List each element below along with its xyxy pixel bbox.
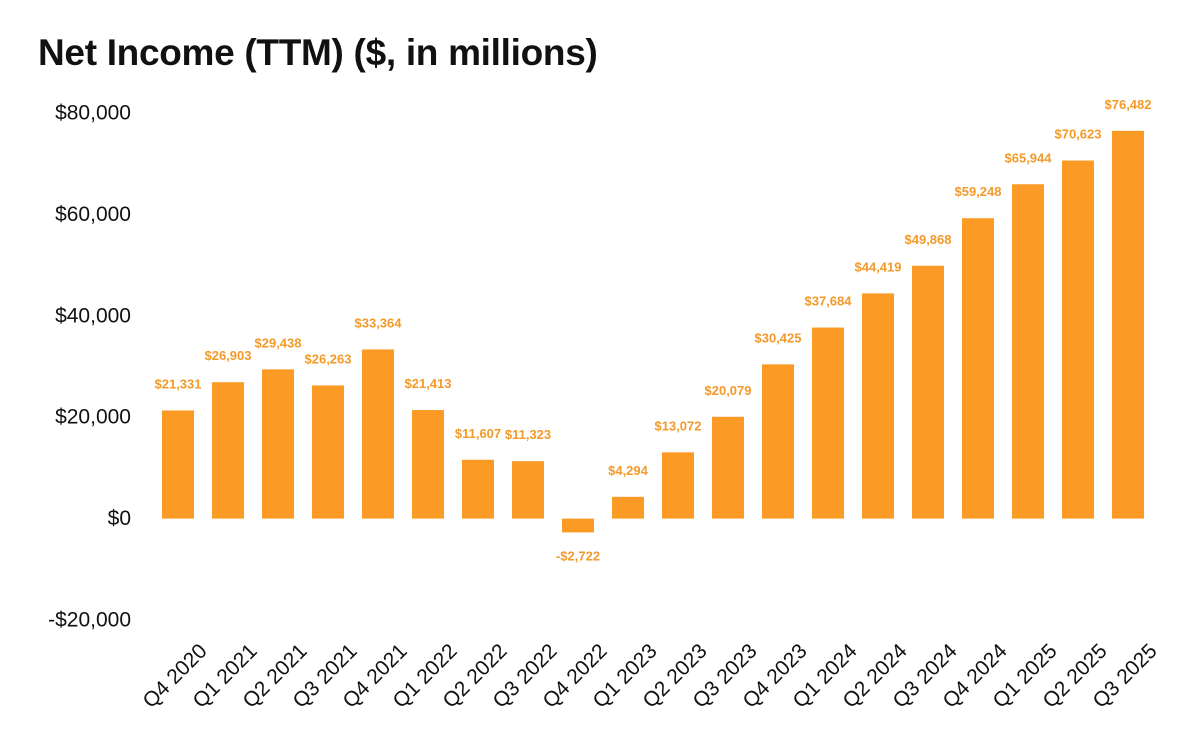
- bar-value-label: $11,323: [505, 427, 551, 442]
- bar: [662, 452, 694, 519]
- data-labels: $21,331$26,903$29,438$26,263 $33,364 $21,4…: [155, 97, 1152, 564]
- bar: [912, 265, 944, 519]
- bar: [512, 461, 544, 519]
- bar-value-label: $59,248: [955, 184, 1002, 199]
- bar: [262, 369, 294, 519]
- bar-value-label: $70,623: [1055, 127, 1102, 142]
- bar: [412, 410, 444, 519]
- bar-value-label: $21,413: [405, 376, 452, 391]
- bar-value-label: $21,331: [155, 376, 202, 391]
- y-tick-label: $80,000: [55, 102, 131, 125]
- y-tick-label: $20,000: [55, 406, 131, 429]
- bar-value-label: -$2,722: [556, 548, 600, 563]
- y-tick-label: $40,000: [55, 304, 131, 327]
- bar-value-label: $11,607: [455, 426, 501, 441]
- bar-value-label: $20,079: [705, 383, 752, 398]
- bar-value-label: $30,425: [755, 330, 802, 345]
- y-tick-label: $0: [108, 507, 131, 530]
- bar: [362, 349, 394, 519]
- bar: [212, 382, 244, 519]
- bar-value-label: $44,419: [855, 259, 902, 274]
- bar: [162, 410, 194, 519]
- y-tick-label: -$20,000: [48, 609, 131, 632]
- y-tick-label: $60,000: [55, 203, 131, 226]
- bar-value-label: $65,944: [1005, 150, 1053, 165]
- y-axis: $80,000 $60,000 $40,000 $20,000 $0 -$20,000: [48, 102, 131, 632]
- bar-value-label: $49,868: [905, 232, 952, 247]
- bar: [762, 364, 794, 519]
- bar: [312, 385, 344, 519]
- bar-value-label: $76,482: [1105, 97, 1152, 112]
- bar-value-label: $29,438: [255, 335, 302, 350]
- bar: [462, 459, 494, 519]
- bar: [1112, 130, 1144, 519]
- bar-value-label: $37,684: [805, 294, 853, 309]
- bar: [1012, 184, 1044, 519]
- bar: [562, 518, 594, 533]
- bars: [162, 130, 1144, 533]
- bar: [862, 293, 894, 519]
- bar-value-label: $4,294: [608, 463, 649, 478]
- bar: [712, 416, 744, 519]
- bar-value-label: $26,903: [205, 348, 252, 363]
- bar-value-label: $26,263: [305, 351, 352, 366]
- bar-value-label: $13,072: [655, 418, 702, 433]
- bar: [1062, 160, 1094, 519]
- bar: [812, 327, 844, 519]
- bar-value-label: $33,364: [355, 315, 403, 330]
- bar: [962, 218, 994, 519]
- bar: [612, 496, 644, 519]
- chart-title: Net Income (TTM) ($, in millions): [38, 32, 598, 73]
